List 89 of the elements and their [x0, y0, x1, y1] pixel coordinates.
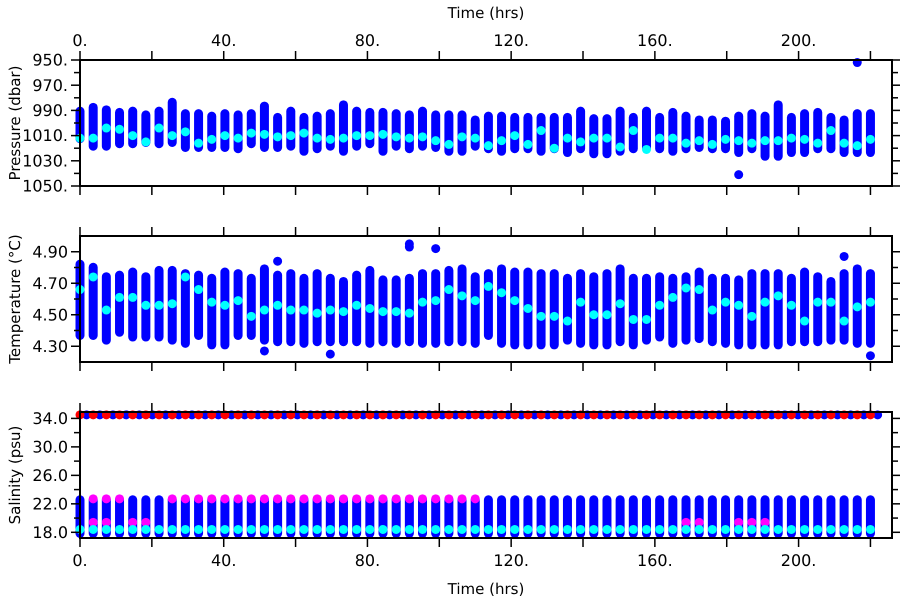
point	[840, 252, 849, 261]
bar	[682, 272, 691, 345]
y-tick-label: 1030.	[22, 151, 68, 170]
bar	[642, 274, 651, 345]
bar	[299, 274, 308, 348]
bar	[458, 264, 467, 346]
x-tick-label: 200.	[780, 551, 816, 570]
bar	[365, 266, 374, 348]
y-tick-label: 4.50	[32, 305, 68, 324]
x-axis-title: Time (hrs)	[446, 580, 524, 598]
bar	[721, 274, 730, 348]
x-tick-label: 160.	[637, 551, 673, 570]
point	[431, 244, 440, 254]
bar	[562, 274, 572, 345]
y-tick-label: 1050.	[22, 176, 68, 196]
x2-tick-label: 200.	[780, 31, 816, 50]
x2-tick-label: 160.	[637, 31, 673, 50]
x-tick-label: 40.	[210, 551, 236, 570]
bar	[708, 274, 717, 346]
y-tick-label: 4.30	[32, 336, 68, 356]
bar	[154, 266, 164, 342]
bar	[668, 274, 678, 348]
x2-axis-title: Time (hrs)	[446, 4, 524, 22]
y-tick-label: 1010.	[22, 126, 68, 146]
bar	[628, 274, 638, 350]
bar	[180, 269, 190, 348]
y-tick-label: 30.0	[32, 437, 68, 456]
bar	[404, 274, 414, 346]
bar	[576, 269, 586, 348]
y-tick-label: 22.0	[32, 494, 68, 514]
bar	[207, 274, 216, 350]
y-tick-label: 950.	[32, 50, 68, 70]
y-tick-label: 34.0	[32, 409, 68, 428]
point	[273, 256, 282, 266]
bar	[444, 266, 454, 346]
bar	[220, 268, 230, 350]
bar	[431, 269, 440, 348]
bar	[655, 272, 664, 342]
bar	[286, 269, 296, 346]
bar	[102, 272, 111, 345]
bar	[589, 272, 598, 350]
point	[866, 351, 875, 360]
bar	[550, 269, 559, 350]
bar	[840, 269, 849, 345]
bar	[88, 262, 98, 340]
x-tick-label: 80.	[354, 551, 380, 570]
bar	[774, 269, 783, 350]
bar	[866, 269, 875, 348]
bar	[352, 270, 362, 346]
bar	[510, 268, 520, 350]
y-tick-label: 26.0	[32, 466, 68, 485]
y-axis-title: Pressure (dbar)	[6, 66, 24, 180]
bar	[194, 270, 204, 340]
bar	[616, 264, 625, 346]
bar	[734, 275, 744, 350]
x-tick-label: 120.	[493, 551, 529, 570]
x2-tick-label: 0.	[72, 31, 88, 50]
bar	[128, 268, 138, 342]
bar	[536, 269, 546, 350]
bar	[694, 268, 704, 344]
y-axis-title: Salinity (psu)	[6, 426, 24, 524]
bar	[813, 272, 822, 346]
y-tick-label: 18.0	[32, 522, 68, 542]
x2-tick-label: 80.	[354, 31, 380, 50]
point	[260, 346, 269, 356]
x2-tick-label: 120.	[493, 31, 529, 50]
bar	[852, 264, 862, 348]
bar	[747, 269, 756, 350]
bar	[392, 275, 401, 348]
y-tick-label: 4.90	[32, 242, 68, 262]
x-tick-label: 0.	[72, 551, 88, 570]
bar	[326, 274, 335, 346]
bar	[497, 264, 506, 348]
y-tick-label: 4.70	[32, 274, 68, 293]
x2-tick-label: 40.	[210, 31, 236, 50]
bar	[418, 269, 428, 348]
bar	[523, 268, 532, 350]
y-tick-label: 990.	[32, 101, 68, 120]
bar	[800, 268, 810, 346]
y-axis-title: Temperature (°C)	[6, 234, 24, 365]
bar	[312, 269, 322, 346]
bar	[168, 266, 177, 345]
bar	[760, 269, 770, 350]
bar	[470, 272, 480, 348]
point	[326, 350, 335, 359]
bar	[273, 270, 282, 346]
bar	[786, 274, 796, 346]
y-tick-label: 970.	[32, 76, 68, 95]
bar	[602, 269, 612, 350]
